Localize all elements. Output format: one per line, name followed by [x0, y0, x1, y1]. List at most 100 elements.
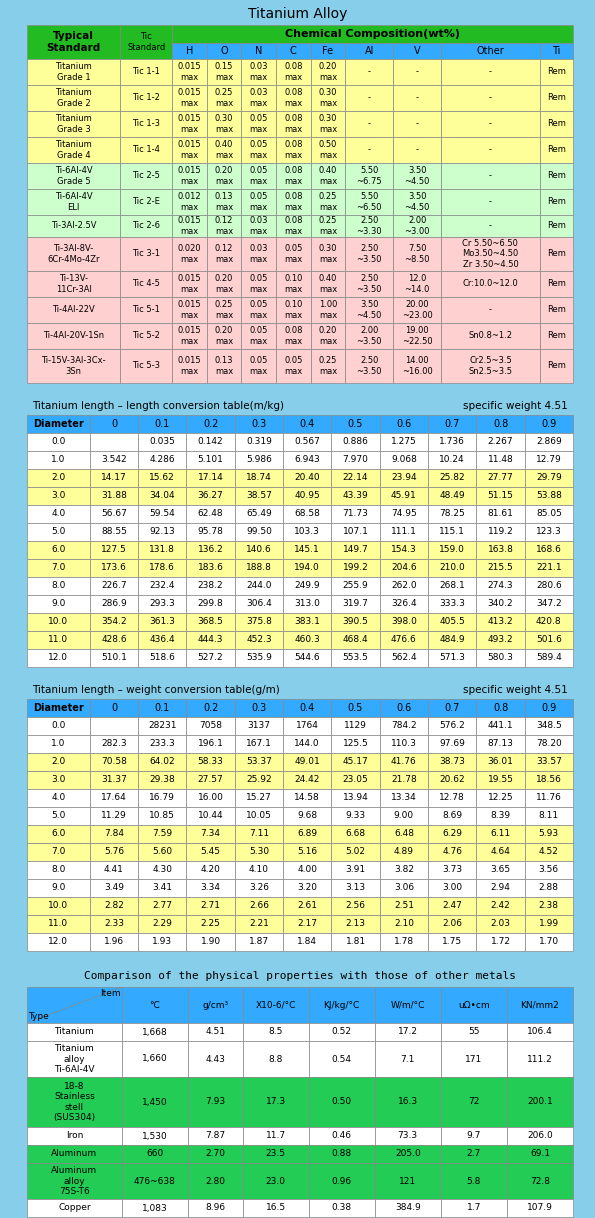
Bar: [27, 451, 90, 469]
Text: Tic 1-1: Tic 1-1: [132, 67, 160, 77]
Text: 13.94: 13.94: [343, 793, 368, 803]
Bar: [186, 699, 235, 717]
Text: 69.1: 69.1: [530, 1150, 550, 1158]
Text: 1,668: 1,668: [142, 1028, 168, 1037]
Bar: [138, 933, 186, 951]
Text: 20.40: 20.40: [295, 474, 320, 482]
Text: Other: Other: [477, 46, 505, 56]
Text: 1.96: 1.96: [104, 938, 124, 946]
Text: 1.00
max: 1.00 max: [319, 301, 337, 319]
Text: 36.01: 36.01: [487, 758, 513, 766]
Bar: [380, 451, 428, 469]
Bar: [331, 717, 380, 734]
Bar: [90, 505, 138, 523]
Text: 2.21: 2.21: [249, 920, 269, 928]
Text: 226.7: 226.7: [101, 581, 127, 591]
Bar: [428, 541, 477, 559]
Bar: [380, 933, 428, 951]
Text: 4.41: 4.41: [104, 866, 124, 875]
Text: 7.87: 7.87: [205, 1132, 226, 1140]
Bar: [235, 861, 283, 879]
Text: 299.8: 299.8: [198, 599, 224, 609]
Bar: [428, 613, 477, 631]
Text: 3.0: 3.0: [51, 776, 65, 784]
Text: Rem: Rem: [547, 222, 566, 230]
Bar: [243, 1023, 309, 1041]
Text: Tic 2-5: Tic 2-5: [132, 172, 160, 180]
Bar: [207, 350, 242, 382]
Text: 428.6: 428.6: [101, 636, 127, 644]
Bar: [120, 136, 172, 163]
Bar: [235, 789, 283, 808]
Bar: [27, 734, 90, 753]
Bar: [186, 717, 235, 734]
Bar: [283, 717, 331, 734]
Text: 7.1: 7.1: [400, 1055, 415, 1063]
Bar: [122, 1077, 188, 1127]
Text: 9.0: 9.0: [51, 883, 65, 893]
Text: Titanium
Grade 4: Titanium Grade 4: [55, 140, 92, 160]
Bar: [428, 915, 477, 933]
Bar: [27, 541, 90, 559]
Text: 493.2: 493.2: [488, 636, 513, 644]
Text: 1.75: 1.75: [442, 938, 462, 946]
Bar: [309, 1127, 375, 1145]
Bar: [90, 631, 138, 649]
Bar: [27, 717, 90, 734]
Bar: [90, 933, 138, 951]
Text: 14.17: 14.17: [101, 474, 127, 482]
Text: 2.56: 2.56: [346, 901, 365, 911]
Bar: [138, 559, 186, 577]
Bar: [380, 808, 428, 825]
Bar: [477, 861, 525, 879]
Bar: [331, 879, 380, 896]
Text: 293.3: 293.3: [149, 599, 175, 609]
Text: 3.91: 3.91: [346, 866, 365, 875]
Text: specific weight 4.51: specific weight 4.51: [463, 401, 568, 410]
Bar: [90, 808, 138, 825]
Text: 41.76: 41.76: [391, 758, 416, 766]
Bar: [235, 523, 283, 541]
Bar: [235, 915, 283, 933]
Text: 10.05: 10.05: [246, 811, 272, 821]
Text: 12.0: 12.0: [48, 938, 68, 946]
Bar: [380, 734, 428, 753]
Bar: [27, 613, 90, 631]
Bar: [441, 1163, 507, 1199]
Bar: [235, 415, 283, 434]
Text: 8.69: 8.69: [442, 811, 462, 821]
Bar: [235, 613, 283, 631]
Bar: [309, 1199, 375, 1217]
Text: 131.8: 131.8: [149, 546, 175, 554]
Bar: [276, 323, 311, 350]
Text: 0.015
max: 0.015 max: [178, 326, 201, 346]
Text: 0.15
max: 0.15 max: [215, 62, 233, 82]
Bar: [540, 43, 573, 58]
Text: 1.81: 1.81: [346, 938, 365, 946]
Text: 0.96: 0.96: [331, 1177, 352, 1185]
Text: 0.30
max: 0.30 max: [319, 245, 337, 263]
Bar: [235, 808, 283, 825]
Text: 0.012
max: 0.012 max: [178, 192, 201, 212]
Text: 0.020
max: 0.020 max: [178, 245, 201, 263]
Text: 7.11: 7.11: [249, 829, 269, 838]
Bar: [283, 451, 331, 469]
Bar: [380, 843, 428, 861]
Text: 78.20: 78.20: [536, 739, 562, 749]
Bar: [242, 297, 276, 323]
Bar: [331, 559, 380, 577]
Bar: [525, 717, 573, 734]
Bar: [525, 879, 573, 896]
Text: 249.9: 249.9: [295, 581, 320, 591]
Text: 280.6: 280.6: [536, 581, 562, 591]
Bar: [138, 649, 186, 667]
Text: N: N: [255, 46, 262, 56]
Bar: [235, 649, 283, 667]
Bar: [27, 216, 120, 238]
Text: 115.1: 115.1: [439, 527, 465, 536]
Bar: [27, 559, 90, 577]
Text: Type: Type: [28, 1012, 49, 1021]
Text: 21.78: 21.78: [391, 776, 416, 784]
Bar: [207, 163, 242, 189]
Text: 18.74: 18.74: [246, 474, 272, 482]
